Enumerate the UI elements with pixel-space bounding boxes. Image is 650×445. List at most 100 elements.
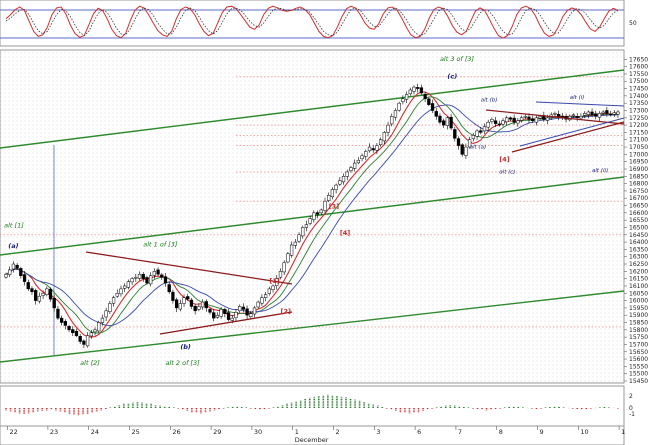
candle-body (605, 110, 609, 114)
candle-body (19, 268, 23, 276)
candle-body (475, 130, 479, 137)
candle-body (538, 116, 542, 119)
price-tick-label: 15800 (629, 327, 648, 334)
candle-body (375, 145, 379, 151)
candle-body (160, 274, 164, 278)
channel-line (0, 69, 625, 149)
candle-body (471, 135, 475, 139)
candle-body (445, 117, 450, 126)
candle-body (341, 176, 346, 183)
price-tick-label: 16900 (629, 166, 648, 173)
candle-body (197, 306, 201, 310)
price-tick-label: 15900 (629, 312, 648, 319)
candle-body (278, 271, 283, 278)
wave-label: alt (a) (470, 145, 486, 151)
candle-body (282, 262, 286, 273)
price-tick-label: 16750 (629, 188, 648, 195)
price-tick-label: 16650 (629, 203, 648, 210)
wave-label: alt (b) (481, 98, 498, 104)
candle-body (616, 111, 620, 115)
price-tick-label: 17550 (629, 71, 648, 78)
candle-body (104, 310, 108, 318)
candle-body (349, 167, 353, 171)
candle-body (34, 290, 38, 301)
candle-body (378, 139, 383, 145)
candle-body (519, 117, 524, 121)
x-tick-label: 9 (540, 428, 544, 436)
candle-body (85, 335, 90, 347)
candle-body (612, 112, 616, 115)
candle-body (430, 103, 435, 111)
candle-body (493, 120, 498, 124)
candle-body (319, 209, 323, 214)
candle-body (512, 117, 516, 123)
candle-body (52, 297, 56, 309)
x-tick-label: 22 (9, 428, 17, 436)
price-tick-label: 17150 (629, 129, 648, 136)
candle-body (137, 274, 142, 279)
candle-body (189, 299, 194, 307)
candle-body (356, 159, 361, 164)
wedge-line (159, 311, 293, 335)
price-tick-label: 17300 (629, 107, 648, 114)
candle-body (134, 276, 138, 279)
price-tick-label: 16100 (629, 283, 648, 290)
candle-body (56, 308, 60, 319)
candle-body (516, 120, 520, 124)
candle-body (408, 89, 412, 95)
moving-average-16 (5, 104, 619, 327)
candle-body (401, 98, 405, 102)
channel-line (0, 176, 625, 256)
stochastic-line-0 (5, 5, 619, 39)
candle-body (22, 274, 27, 282)
x-tick-label: 1 (295, 428, 299, 436)
price-tick-label: 16250 (629, 261, 648, 268)
candle-body (419, 87, 424, 94)
candle-body (527, 116, 531, 120)
candle-body (208, 309, 212, 313)
price-tick-label: 16150 (629, 276, 648, 283)
hist-tick-label: -1 (629, 411, 635, 418)
x-tick-label: 8 (499, 428, 503, 436)
candle-body (534, 117, 539, 123)
candle-body (263, 294, 268, 298)
candle-body (200, 301, 205, 308)
price-tick-label: 16450 (629, 232, 648, 239)
price-tick-label: 15500 (629, 371, 648, 378)
moving-average-10 (5, 96, 619, 334)
price-tick-label: 16600 (629, 210, 648, 217)
candle-body (286, 253, 290, 263)
candle-body (497, 123, 501, 126)
month-label: December (295, 436, 329, 444)
price-tick-label: 15650 (629, 349, 648, 356)
candle-body (371, 148, 375, 151)
candle-body (59, 317, 64, 323)
candle-body (382, 132, 386, 142)
stochastic-line-1 (5, 7, 619, 37)
x-tick-label: 29 (213, 428, 221, 436)
candle-body (479, 130, 483, 133)
price-tick-label: 17200 (629, 122, 648, 129)
candle-body (327, 195, 331, 201)
wedge-line (85, 251, 293, 285)
price-tick-label: 17600 (629, 64, 648, 71)
wave-label: (c) (447, 72, 457, 80)
candle-body (30, 288, 34, 293)
candle-body (234, 312, 238, 319)
candle-body (174, 299, 179, 309)
candle-body (226, 312, 231, 320)
candle-body (152, 271, 157, 276)
macd-panel: 2 0-1 (0, 385, 635, 427)
wave-label: [3] (329, 202, 339, 210)
candle-body (301, 227, 305, 237)
candle-body (97, 322, 101, 332)
candle-body (119, 288, 123, 295)
price-tick-label: 15550 (629, 363, 648, 370)
candle-body (111, 297, 116, 304)
candle-body (252, 307, 257, 315)
candle-body (416, 87, 420, 89)
candle-body (123, 285, 127, 289)
candle-body (230, 317, 234, 321)
candle-body (553, 113, 557, 115)
